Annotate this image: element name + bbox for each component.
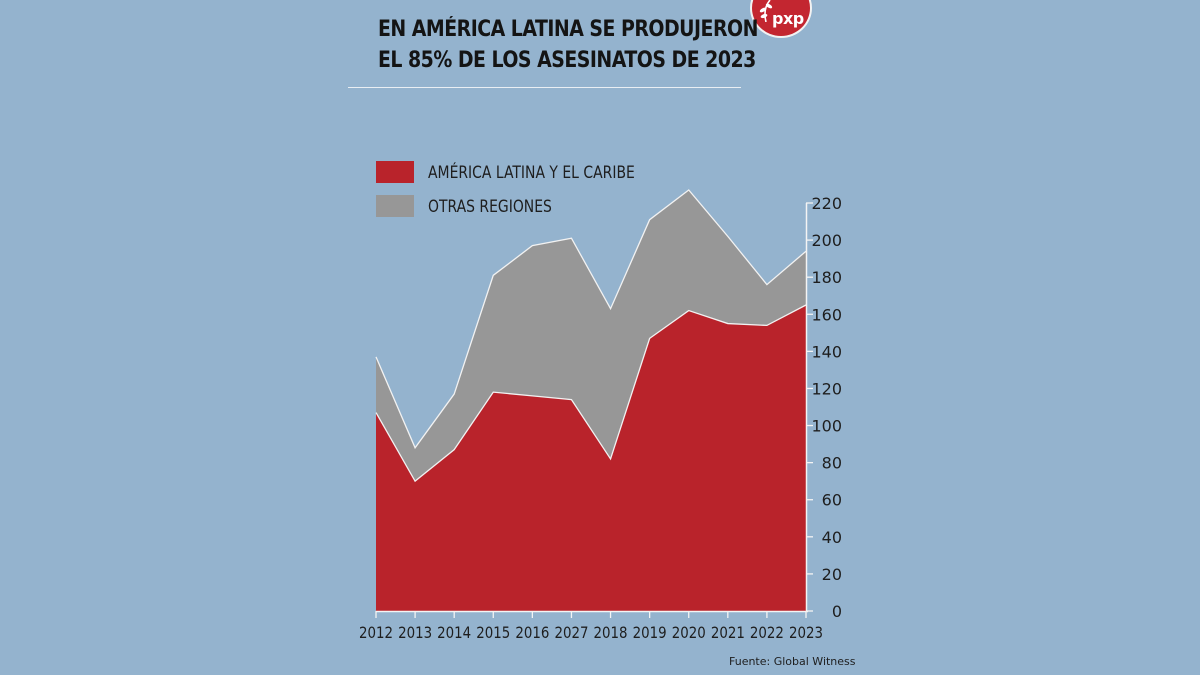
x-tick-label: 2016 [515,623,549,642]
y-tick-label: 180 [811,268,842,287]
x-tick-label: 2027 [554,623,588,642]
y-tick-label: 0 [832,602,842,621]
title-divider [348,87,741,88]
x-tick-label: 2020 [672,623,706,642]
x-tick-label: 2014 [437,623,471,642]
legend-swatch-latam [376,161,414,183]
line-america-latina [375,304,807,483]
x-tick-label: 2015 [476,623,510,642]
chart-title-line-2: EL 85% DE LOS ASESINATOS DE 2023 [378,48,756,73]
chart-title: EN AMÉRICA LATINA SE PRODUJERON EL 85% D… [378,14,758,76]
line-total [375,189,807,450]
y-tick-label: 200 [811,231,842,250]
y-tick-label: 140 [811,342,842,361]
olive-branch-icon [759,0,773,22]
x-tick-label: 2013 [398,623,432,642]
x-tick-label: 2019 [633,623,667,642]
x-tick-label: 2021 [711,623,745,642]
y-tick-label: 100 [811,417,842,436]
legend-label-other: OTRAS REGIONES [428,197,552,217]
area-america-latina [376,305,806,611]
area-otras-regiones [376,190,806,482]
legend-swatch-other [376,195,414,217]
y-tick-label: 120 [811,379,842,398]
x-tick-label: 2022 [750,623,784,642]
y-tick-label: 20 [822,565,842,584]
x-tick-label: 2018 [594,623,628,642]
y-tick-label: 40 [822,528,842,547]
logo-text: pxp [772,9,804,28]
x-tick-label: 2023 [789,623,823,642]
y-tick-label: 220 [811,194,842,213]
legend-label-latam: AMÉRICA LATINA Y EL CARIBE [428,163,635,183]
chart-title-line-1: EN AMÉRICA LATINA SE PRODUJERON [378,17,758,42]
y-tick-label: 60 [822,491,842,510]
source-note: Fuente: Global Witness [729,655,856,668]
x-tick-label: 2012 [359,623,393,642]
y-tick-label: 160 [811,305,842,324]
y-tick-label: 80 [822,454,842,473]
